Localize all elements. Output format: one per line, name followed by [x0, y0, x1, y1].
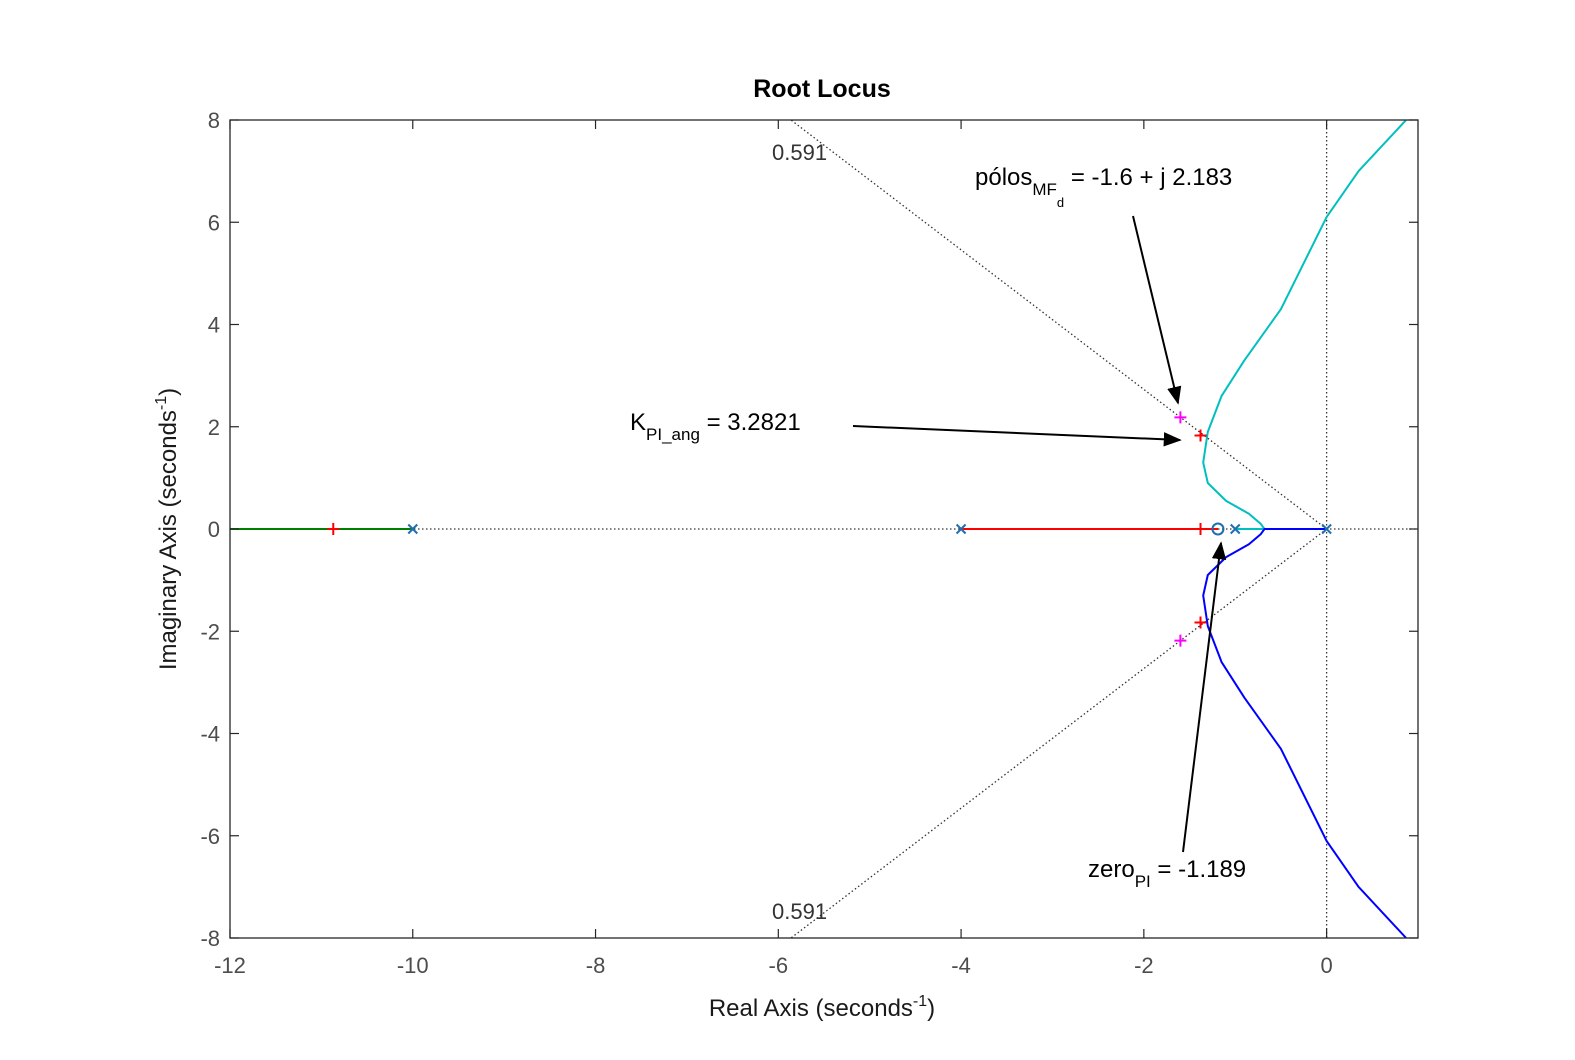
- pole-marker-0: [407, 523, 418, 535]
- y-tick-label-7: 6: [208, 210, 220, 235]
- y-tick-label-4: 0: [208, 517, 220, 542]
- pole-marker-2: [1230, 523, 1241, 535]
- plot-area: [230, 120, 1418, 938]
- desired-pole-marker-0: [1174, 411, 1187, 424]
- closed-loop-pole-marker-3: [1194, 616, 1207, 629]
- x-tick-label-3: -6: [769, 953, 789, 978]
- y-tick-label-3: -2: [200, 619, 220, 644]
- damping-label-top: 0.591: [772, 140, 827, 165]
- y-tick-label-5: 2: [208, 415, 220, 440]
- y-tick-label-8: 8: [208, 108, 220, 133]
- x-axis-label: Real Axis (seconds-1): [709, 993, 935, 1022]
- gain-annotation: KPI_ang = 3.2821: [630, 409, 801, 444]
- closed-loop-pole-marker-1: [1194, 523, 1207, 535]
- poles-arrow: [1132, 215, 1182, 405]
- locus-branch-3: [1202, 528, 1407, 938]
- zero-annotation: zeroPI = -1.189: [1088, 856, 1246, 891]
- y-tick-label-1: -6: [200, 824, 220, 849]
- gain-arrow: [852, 425, 1182, 447]
- pole-marker-1: [955, 523, 967, 535]
- zero-arrow: [1182, 541, 1227, 853]
- x-tick-label-0: -12: [214, 953, 246, 978]
- poles-annotation: pólosMFd = -1.6 + j 2.183: [975, 164, 1232, 210]
- chart-title: Root Locus: [753, 75, 891, 103]
- damping-ray-upper: [790, 120, 1328, 530]
- y-tick-label-0: -8: [200, 926, 220, 951]
- x-tick-label-5: -2: [1134, 953, 1154, 978]
- x-tick-label-2: -8: [586, 953, 606, 978]
- closed-loop-pole-marker-2: [1194, 429, 1207, 442]
- pole-marker-3: [1321, 523, 1332, 535]
- y-axis-label: Imaginary Axis (seconds-1): [153, 388, 182, 670]
- y-tick-label-2: -4: [200, 722, 220, 747]
- axes: -12 -10 -8 -6 -4 -2 0 -8 -6 -4 -2 0 2 4 6 8: [200, 108, 1419, 978]
- x-tick-label-1: -10: [397, 953, 429, 978]
- damping-label-bottom: 0.591: [772, 899, 827, 924]
- locus-branch-2: [1202, 120, 1407, 530]
- damping-ray-lower: [790, 528, 1328, 938]
- x-tick-label-4: -4: [951, 953, 971, 978]
- desired-pole-marker-1: [1174, 634, 1187, 647]
- closed-loop-pole-marker-0: [327, 523, 340, 535]
- x-tick-label-6: 0: [1320, 953, 1332, 978]
- zero-marker-0: [1211, 522, 1225, 536]
- y-tick-label-6: 4: [208, 313, 220, 338]
